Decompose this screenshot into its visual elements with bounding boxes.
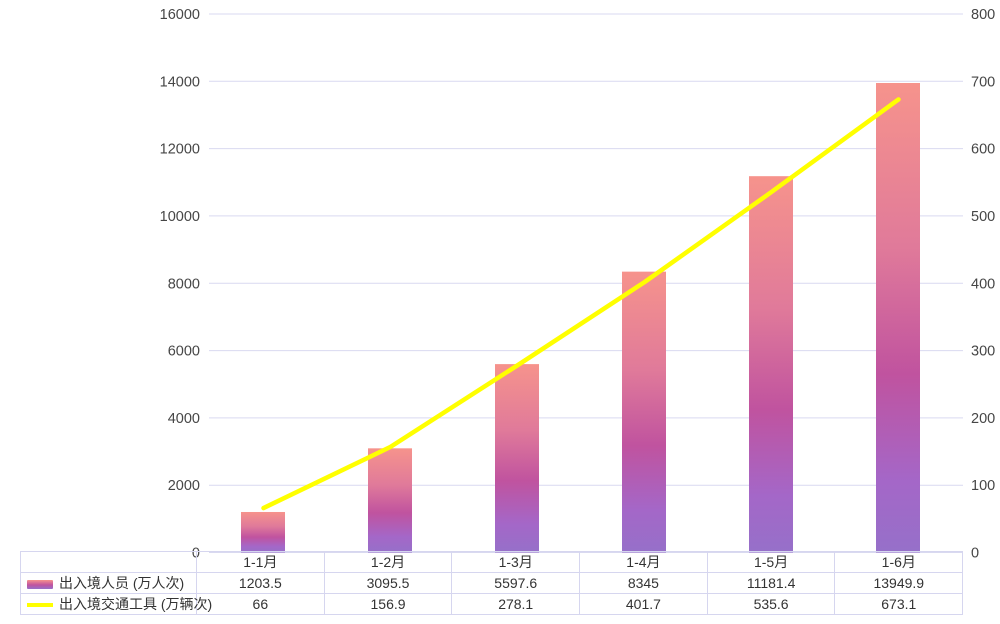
svg-text:12000: 12000 <box>160 142 200 158</box>
svg-text:700: 700 <box>971 74 995 90</box>
svg-text:8000: 8000 <box>168 276 200 292</box>
svg-text:100: 100 <box>971 478 995 494</box>
svg-text:200: 200 <box>971 411 995 427</box>
svg-text:2000: 2000 <box>168 478 200 494</box>
svg-text:4000: 4000 <box>168 411 200 427</box>
svg-text:500: 500 <box>971 209 995 225</box>
svg-text:300: 300 <box>971 344 995 360</box>
svg-text:400: 400 <box>971 276 995 292</box>
svg-text:6000: 6000 <box>168 344 200 360</box>
svg-text:800: 800 <box>971 7 995 23</box>
svg-text:16000: 16000 <box>160 7 200 23</box>
svg-text:10000: 10000 <box>160 209 200 225</box>
svg-text:14000: 14000 <box>160 74 200 90</box>
svg-text:0: 0 <box>971 546 979 562</box>
svg-text:600: 600 <box>971 142 995 158</box>
